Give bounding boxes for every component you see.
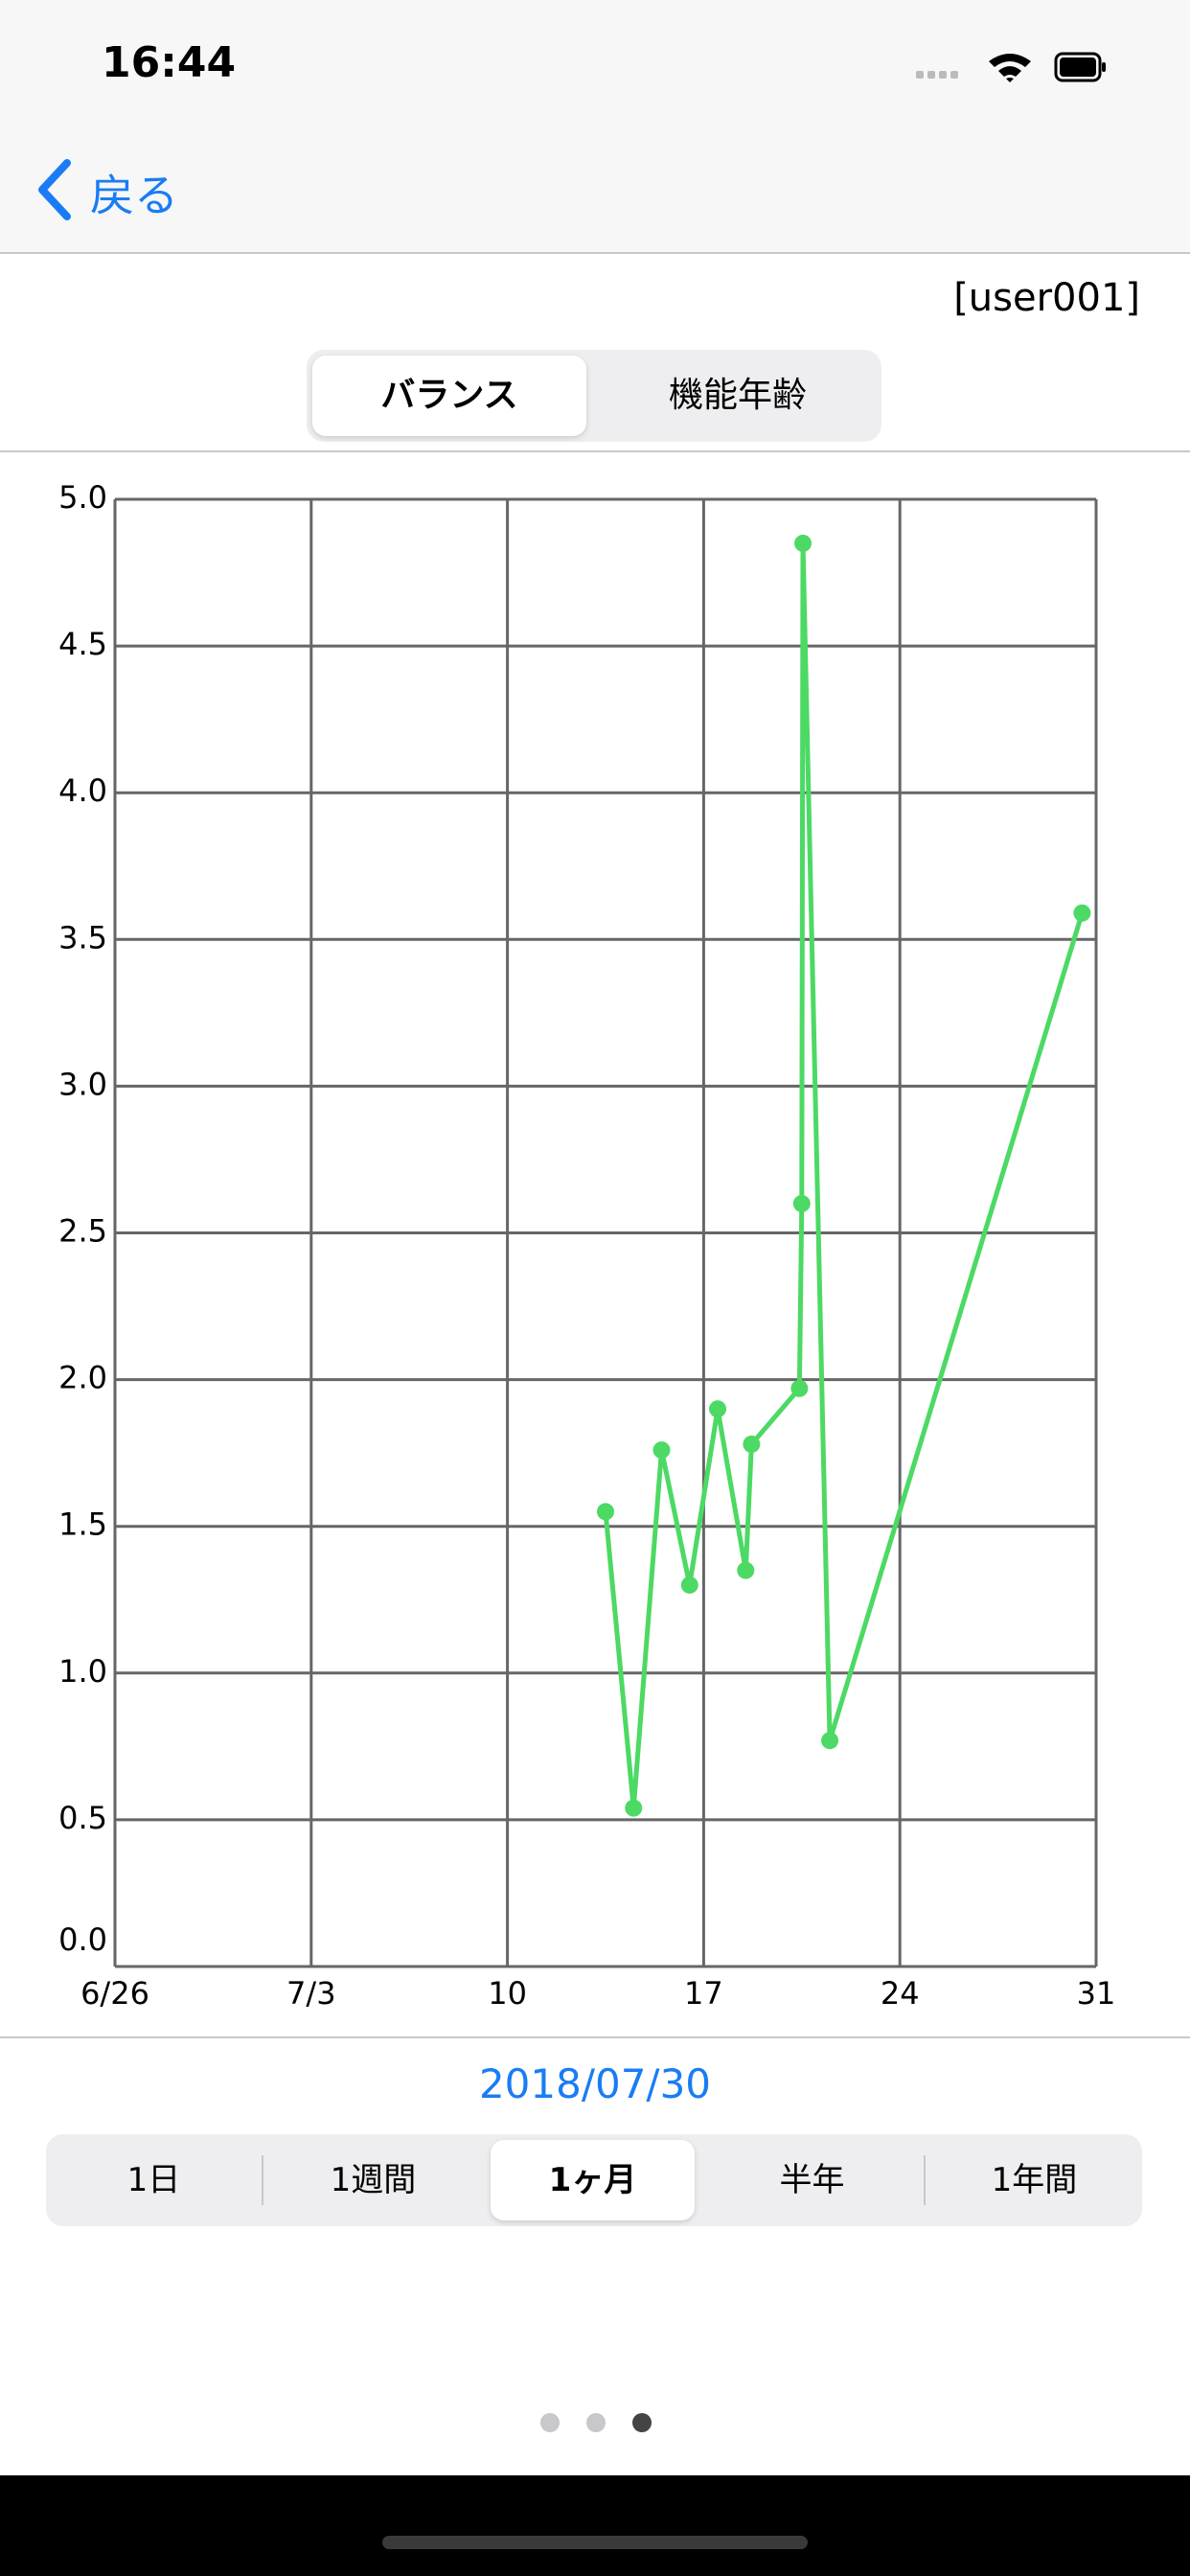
home-indicator [382, 2536, 808, 2549]
y-tick-label: 1.5 [58, 1506, 107, 1543]
segment[interactable]: バランス [312, 356, 586, 436]
data-point [709, 1400, 727, 1418]
data-point [1073, 904, 1091, 922]
separator [924, 2155, 926, 2205]
x-tick-label: 7/3 [286, 1975, 336, 2012]
segment[interactable]: 機能年齢 [668, 376, 807, 415]
x-tick-label: 6/26 [80, 1975, 149, 2012]
data-point [680, 1576, 698, 1594]
status-icons [916, 52, 1106, 82]
range-tab[interactable]: 1年間 [991, 2161, 1078, 2199]
date-label[interactable]: 2018/07/30 [478, 2060, 712, 2107]
data-point [743, 1435, 761, 1453]
data-point [821, 1732, 839, 1750]
y-tick-label: 1.0 [58, 1653, 107, 1690]
divider [0, 450, 1190, 452]
separator [262, 2155, 263, 2205]
range-tab[interactable]: 半年 [779, 2161, 845, 2199]
data-point [625, 1799, 643, 1817]
y-tick-label: 3.0 [58, 1066, 107, 1102]
data-point [790, 1379, 809, 1397]
page-dot[interactable] [586, 2413, 606, 2432]
data-point [737, 1561, 755, 1579]
divider [0, 2036, 1190, 2038]
y-tick-label: 2.5 [58, 1213, 107, 1250]
page-dot[interactable] [540, 2413, 560, 2432]
y-tick-label: 4.0 [58, 772, 107, 809]
y-tick-label: 0.0 [58, 1921, 107, 1958]
y-tick-label: 3.5 [58, 919, 107, 955]
range-tab[interactable]: 1ヶ月 [491, 2140, 695, 2220]
status-time: 16:44 [102, 38, 237, 87]
page-dot[interactable] [632, 2413, 652, 2432]
y-tick-label: 2.0 [58, 1360, 107, 1396]
range-tab[interactable]: 1週間 [330, 2161, 417, 2199]
data-point [794, 534, 812, 552]
y-tick-label: 4.5 [58, 626, 107, 662]
back-button[interactable]: 戻る [90, 170, 178, 221]
x-tick-label: 24 [881, 1975, 920, 2012]
x-tick-label: 31 [1077, 1975, 1116, 2012]
range-tabs: 1日 1週間 1ヶ月 半年 1年間 [46, 2134, 1142, 2226]
x-tick-label: 10 [488, 1975, 527, 2012]
segment-control: バランス 機能年齢 [307, 350, 881, 442]
bottom-bar [0, 2475, 1190, 2576]
data-point [597, 1503, 614, 1521]
y-tick-label: 0.5 [58, 1800, 107, 1836]
chart: 0.0 0.5 1.0 1.5 2.0 2.5 3.0 3.5 4.0 4.5 5.0 6/26 7/3… [58, 479, 1116, 2012]
x-tick-label: 17 [684, 1975, 723, 2012]
data-point [652, 1441, 671, 1460]
y-tick-label: 5.0 [58, 479, 107, 516]
data-point [792, 1194, 811, 1212]
range-tab[interactable]: 1日 [126, 2161, 181, 2199]
back-chevron[interactable] [34, 159, 75, 220]
user-label: [user001] [953, 276, 1140, 320]
navigation-bar [0, 0, 1190, 254]
data-line [603, 540, 1085, 1811]
